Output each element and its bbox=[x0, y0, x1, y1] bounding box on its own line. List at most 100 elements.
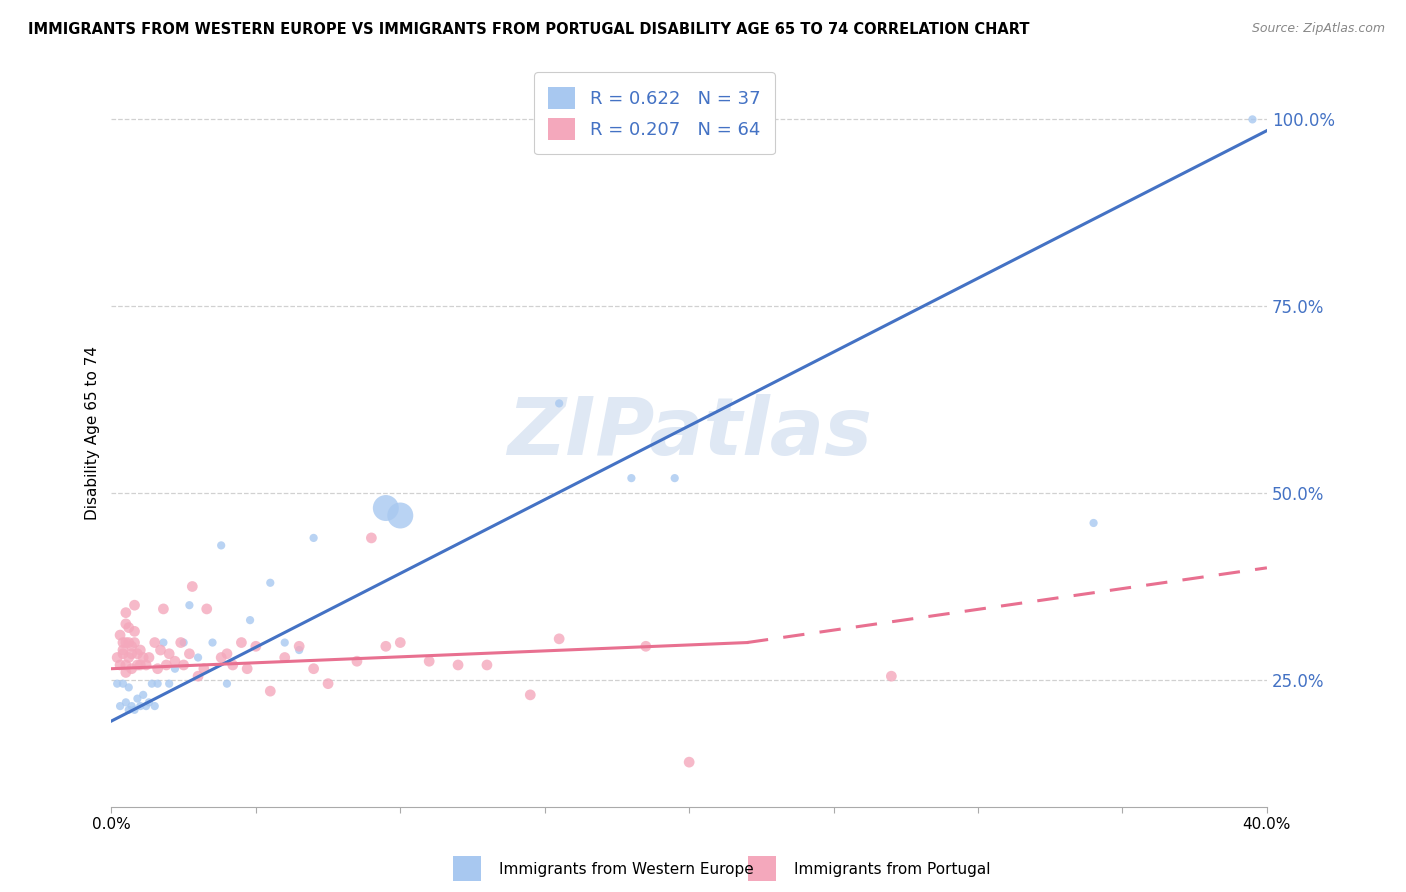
Point bbox=[121, 647, 143, 661]
Text: ZIPatlas: ZIPatlas bbox=[506, 394, 872, 472]
Point bbox=[127, 691, 149, 706]
Point bbox=[124, 635, 146, 649]
Point bbox=[179, 598, 201, 612]
Point bbox=[129, 657, 152, 672]
Point bbox=[302, 531, 325, 545]
Point bbox=[259, 684, 281, 698]
Point bbox=[288, 640, 311, 654]
Point bbox=[121, 640, 143, 654]
Point bbox=[201, 635, 224, 649]
Point bbox=[135, 657, 157, 672]
Text: IMMIGRANTS FROM WESTERN EUROPE VS IMMIGRANTS FROM PORTUGAL DISABILITY AGE 65 TO : IMMIGRANTS FROM WESTERN EUROPE VS IMMIGR… bbox=[28, 22, 1029, 37]
Point bbox=[135, 699, 157, 714]
Point bbox=[288, 643, 311, 657]
Point bbox=[389, 635, 412, 649]
Point bbox=[121, 662, 143, 676]
Point bbox=[157, 647, 180, 661]
Point bbox=[360, 531, 382, 545]
Point bbox=[138, 650, 160, 665]
Point bbox=[274, 635, 297, 649]
Point bbox=[108, 657, 131, 672]
Point bbox=[374, 640, 396, 654]
Point bbox=[115, 606, 138, 620]
Point bbox=[115, 616, 138, 631]
Point bbox=[127, 647, 149, 661]
Point bbox=[129, 643, 152, 657]
Point bbox=[118, 703, 141, 717]
Point bbox=[1241, 112, 1264, 127]
Point bbox=[231, 635, 253, 649]
Point bbox=[170, 635, 193, 649]
Point bbox=[115, 665, 138, 680]
Point bbox=[152, 635, 174, 649]
Point bbox=[259, 575, 281, 590]
Point bbox=[118, 635, 141, 649]
Point bbox=[634, 640, 657, 654]
Point bbox=[111, 635, 134, 649]
Point bbox=[105, 676, 128, 690]
Point bbox=[302, 662, 325, 676]
Point bbox=[346, 654, 368, 668]
Point bbox=[195, 602, 218, 616]
Point bbox=[118, 681, 141, 695]
Point bbox=[124, 624, 146, 639]
Point bbox=[179, 647, 201, 661]
Point bbox=[374, 501, 396, 516]
Point bbox=[129, 699, 152, 714]
Point bbox=[548, 632, 571, 646]
Point bbox=[447, 657, 470, 672]
Point bbox=[187, 650, 209, 665]
Point bbox=[115, 657, 138, 672]
Point bbox=[418, 654, 440, 668]
Point bbox=[124, 703, 146, 717]
Point bbox=[181, 580, 204, 594]
Point bbox=[209, 538, 232, 552]
Legend: R = 0.622   N = 37, R = 0.207   N = 64: R = 0.622 N = 37, R = 0.207 N = 64 bbox=[534, 72, 775, 154]
Point bbox=[115, 635, 138, 649]
Point bbox=[209, 650, 232, 665]
Point bbox=[143, 699, 166, 714]
Point bbox=[245, 640, 267, 654]
Text: Immigrants from Western Europe: Immigrants from Western Europe bbox=[499, 863, 754, 877]
Point bbox=[222, 657, 245, 672]
Point bbox=[157, 676, 180, 690]
Point bbox=[108, 628, 131, 642]
Point bbox=[124, 598, 146, 612]
Point bbox=[108, 699, 131, 714]
Point bbox=[187, 669, 209, 683]
Point bbox=[678, 755, 700, 769]
Point bbox=[173, 635, 195, 649]
Point bbox=[111, 643, 134, 657]
Point bbox=[236, 662, 259, 676]
Point bbox=[105, 650, 128, 665]
Point bbox=[215, 676, 238, 690]
Point bbox=[880, 669, 903, 683]
Point bbox=[389, 508, 412, 523]
Point bbox=[118, 621, 141, 635]
Point bbox=[146, 662, 169, 676]
Point bbox=[173, 657, 195, 672]
Point bbox=[1083, 516, 1105, 530]
Y-axis label: Disability Age 65 to 74: Disability Age 65 to 74 bbox=[86, 346, 100, 520]
Point bbox=[141, 676, 163, 690]
Point bbox=[118, 650, 141, 665]
Point bbox=[127, 657, 149, 672]
Point bbox=[138, 695, 160, 709]
Point bbox=[316, 676, 339, 690]
Point bbox=[111, 647, 134, 661]
Text: Immigrants from Portugal: Immigrants from Portugal bbox=[794, 863, 991, 877]
Point bbox=[274, 650, 297, 665]
Point bbox=[548, 396, 571, 410]
Point bbox=[163, 662, 186, 676]
Point bbox=[163, 654, 186, 668]
Text: Source: ZipAtlas.com: Source: ZipAtlas.com bbox=[1251, 22, 1385, 36]
Point bbox=[143, 635, 166, 649]
Point bbox=[111, 676, 134, 690]
Point bbox=[155, 657, 177, 672]
Point bbox=[475, 657, 498, 672]
Point bbox=[146, 676, 169, 690]
Point bbox=[215, 647, 238, 661]
Point bbox=[152, 602, 174, 616]
Point bbox=[519, 688, 541, 702]
Point bbox=[132, 688, 155, 702]
